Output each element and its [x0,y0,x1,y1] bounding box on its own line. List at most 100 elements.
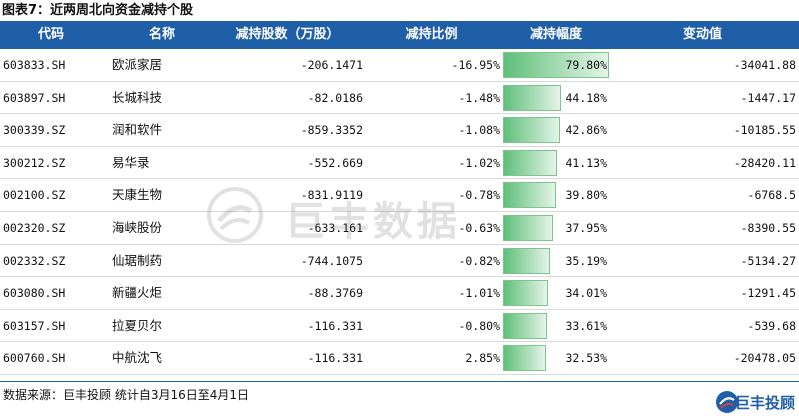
cell-name: 润和软件 [112,122,163,138]
cell-amplitude: 41.13% [503,147,609,179]
cell-ratio: -0.80% [458,318,500,333]
cell-code: 600760.SH [3,351,66,366]
jufeng-logo-icon [716,391,738,413]
amplitude-value: 32.53% [565,351,607,366]
amplitude-bar [503,280,548,307]
cell-code: 603833.SH [3,58,66,72]
cell-amplitude: 33.61% [503,310,609,342]
amplitude-value: 42.86% [565,123,607,138]
table-row: 603833.SH 欧派家居 -206.1471 -16.95% 79.80% -3404… [0,49,799,82]
cell-shares: -88.3769 [307,286,363,301]
cell-code: 002100.SZ [3,188,66,203]
cell-name: 中航沈飞 [112,350,163,366]
cell-change: -539.68 [747,318,796,333]
amplitude-bar [503,182,556,209]
cell-amplitude: 79.80% [503,49,609,81]
table-row: 603080.SH 新疆火炬 -88.3769 -1.01% 34.01% -1291.4… [0,277,799,310]
cell-amplitude: 35.19% [503,245,609,277]
table-header: 代码 名称 减持股数（万股） 减持比例 减持幅度 变动值 [0,21,799,49]
amplitude-bar [503,312,548,339]
cell-ratio: -1.01% [458,286,500,301]
amplitude-bar [503,52,609,78]
cell-amplitude: 34.01% [503,277,609,309]
cell-name: 拉夏贝尔 [112,317,163,333]
cell-ratio: -1.08% [458,123,500,138]
cell-shares: -116.331 [307,318,363,333]
amplitude-value: 39.80% [565,188,607,203]
cell-shares: -82.0186 [307,90,363,105]
cell-shares: -206.1471 [300,58,363,72]
amplitude-bar [503,117,560,144]
cell-change: -28420.11 [733,155,796,170]
amplitude-value: 41.13% [565,155,607,170]
cell-shares: -744.1075 [300,253,363,268]
table-row: 600760.SH 中航沈飞 -116.331 2.85% 32.53% -20478.0… [0,342,799,375]
header-name: 名称 [148,27,175,42]
table-caption: 图表7：近两周北向资金减持个股 [2,3,194,18]
cell-code: 603897.SH [3,90,66,105]
table-row: 002320.SZ 海峡股份 -633.161 -0.63% 37.95% -8390.5… [0,212,799,245]
cell-shares: -552.669 [307,155,363,170]
data-source-note: 数据来源：巨丰投顾 统计自3月16日至4月1日 [3,388,249,402]
amplitude-value: 37.95% [565,220,607,235]
table-row: 300339.SZ 润和软件 -859.3352 -1.08% 42.86% -10185… [0,114,799,147]
cell-code: 603080.SH [3,286,66,301]
cell-amplitude: 39.80% [503,179,609,211]
cell-change: -6768.5 [747,188,796,203]
amplitude-bar [503,214,554,241]
cell-change: -1447.17 [740,90,796,105]
amplitude-bar [503,345,546,372]
table-row: 002100.SZ 天康生物 -831.9119 -0.78% 39.80% -6768.… [0,179,799,212]
table-row: 300212.SZ 易华录 -552.669 -1.02% 41.13% -28420.1… [0,147,799,180]
cell-amplitude: 32.53% [503,342,609,374]
cell-amplitude: 42.86% [503,114,609,146]
amplitude-value: 35.19% [565,253,607,268]
cell-name: 易华录 [112,154,150,170]
cell-ratio: -0.78% [458,188,500,203]
table-row: 603157.SH 拉夏贝尔 -116.331 -0.80% 33.61% -539.68 [0,310,799,343]
cell-name: 新疆火炬 [112,285,163,301]
cell-name: 仙琚制药 [112,252,163,268]
cell-amplitude: 44.18% [503,82,609,114]
cell-ratio: -16.95% [451,58,500,72]
cell-code: 002332.SZ [3,253,66,268]
cell-change: -20478.05 [733,351,796,366]
cell-amplitude: 37.95% [503,212,609,244]
cell-change: -10185.55 [733,123,796,138]
cell-ratio: -0.63% [458,220,500,235]
brand-name: 巨丰投顾 [734,394,795,412]
table-row: 002332.SZ 仙琚制药 -744.1075 -0.82% 35.19% -5134.… [0,245,799,278]
cell-change: -8390.55 [740,220,796,235]
amplitude-value: 44.18% [565,90,607,105]
cell-change: -34041.88 [733,58,796,72]
table-body: 603833.SH 欧派家居 -206.1471 -16.95% 79.80% -3404… [0,49,799,375]
cell-change: -5134.27 [740,253,796,268]
amplitude-bar [503,149,558,176]
cell-name: 长城科技 [112,89,163,105]
cell-ratio: -0.82% [458,253,500,268]
cell-code: 300339.SZ [3,123,66,138]
header-change: 变动值 [682,27,722,42]
table-footer: 数据来源：巨丰投顾 统计自3月16日至4月1日 巨丰投顾 [0,381,799,420]
cell-ratio: -1.48% [458,90,500,105]
cell-name: 欧派家居 [112,57,163,72]
cell-name: 天康生物 [112,187,163,203]
cell-code: 002320.SZ [3,220,66,235]
cell-ratio: 2.85% [465,351,500,366]
cell-code: 300212.SZ [3,155,66,170]
cell-shares: -859.3352 [300,123,363,138]
cell-code: 603157.SH [3,318,66,333]
header-ratio: 减持比例 [405,27,458,42]
cell-change: -1291.45 [740,286,796,301]
amplitude-value: 34.01% [565,286,607,301]
cell-shares: -116.331 [307,351,363,366]
cell-ratio: -1.02% [458,155,500,170]
header-amplitude: 减持幅度 [529,27,582,42]
amplitude-bar [503,247,550,274]
cell-shares: -831.9119 [300,188,363,203]
amplitude-value: 79.80% [565,58,607,72]
amplitude-bar [503,84,562,111]
amplitude-value: 33.61% [565,318,607,333]
table-row: 603897.SH 长城科技 -82.0186 -1.48% 44.18% -1447.1… [0,82,799,115]
header-shares: 减持股数（万股） [235,27,340,42]
